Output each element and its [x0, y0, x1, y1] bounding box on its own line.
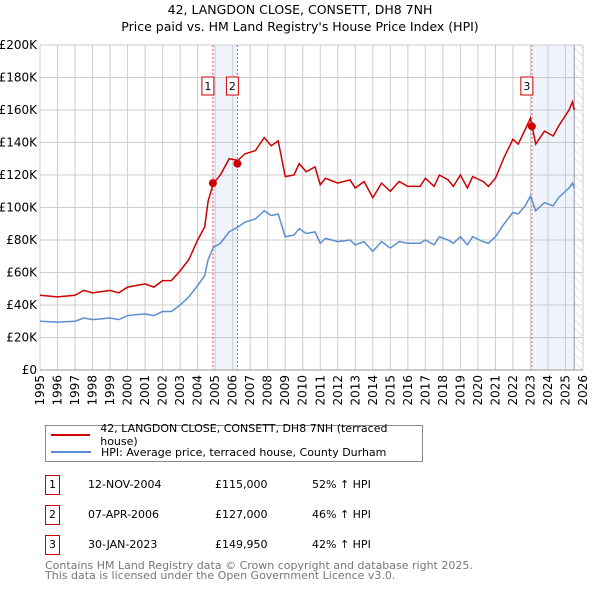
x-tick-label: 2016: [401, 375, 415, 406]
x-tick-label: 2000: [121, 375, 135, 406]
legend: 42, LANGDON CLOSE, CONSETT, DH8 7NH (ter…: [45, 422, 423, 462]
x-tick-label: 1997: [68, 375, 82, 406]
x-tick-label: 2008: [261, 375, 275, 406]
y-tick-label: £60K: [6, 266, 38, 280]
sale-row: 1 12-NOV-2004 £115,000 52% ↑ HPI: [45, 475, 465, 495]
y-tick-label: £40K: [6, 298, 38, 312]
x-tick-label: 1998: [86, 375, 100, 406]
sale-point: [208, 179, 217, 188]
x-tick-label: 2024: [541, 375, 555, 406]
y-tick-label: £180K: [0, 71, 38, 85]
sale-date: 30-JAN-2023: [88, 538, 158, 551]
x-tick-label: 2019: [453, 375, 467, 406]
x-tick-label: 2002: [156, 375, 170, 406]
x-tick-label: 2004: [191, 375, 205, 406]
x-tick-label: 2007: [243, 375, 257, 406]
sale-point: [233, 159, 242, 168]
x-tick-label: 2015: [383, 375, 397, 406]
x-tick-label: 2005: [208, 375, 222, 406]
legend-item-property: 42, LANGDON CLOSE, CONSETT, DH8 7NH (ter…: [51, 422, 422, 448]
legend-label: HPI: Average price, terraced house, Coun…: [101, 445, 387, 459]
sale-hpi-change: 52% ↑ HPI: [312, 478, 371, 491]
y-tick-label: £100K: [0, 201, 38, 215]
x-tick-label: 1995: [33, 375, 47, 406]
x-tick-label: 2020: [471, 375, 485, 406]
legend-label: 42, LANGDON CLOSE, CONSETT, DH8 7NH (ter…: [100, 422, 388, 448]
y-tick-label: £160K: [0, 103, 38, 117]
legend-swatch-red: [51, 434, 91, 436]
x-tick-label: 2022: [506, 375, 520, 406]
x-tick-label: 2010: [296, 375, 310, 406]
sale-marker-box: [520, 76, 534, 96]
x-tick-label: 2021: [488, 375, 502, 406]
x-tick-label: 2026: [576, 375, 590, 406]
sale-date: 12-NOV-2004: [88, 478, 162, 491]
sale-row: 2 07-APR-2006 £127,000 46% ↑ HPI: [45, 505, 465, 525]
sale-row: 3 30-JAN-2023 £149,950 42% ↑ HPI: [45, 535, 465, 555]
x-tick-label: 2025: [558, 375, 572, 406]
x-tick-label: 2006: [226, 375, 240, 406]
x-tick-label: 2011: [313, 375, 327, 406]
sale-marker-box: [201, 76, 215, 96]
sale-marker-number: 1: [204, 80, 211, 93]
legend-swatch-blue: [51, 451, 91, 453]
y-tick-label: £200K: [0, 38, 38, 52]
chart-title: 42, LANGDON CLOSE, CONSETT, DH8 7NH: [167, 2, 433, 17]
legend-item-hpi: HPI: Average price, terraced house, Coun…: [51, 444, 386, 460]
sale-hpi-change: 46% ↑ HPI: [312, 508, 371, 521]
x-tick-label: 2009: [278, 375, 292, 406]
sale-marker-box: [225, 76, 239, 96]
x-tick-label: 2023: [523, 375, 537, 406]
x-tick-label: 2018: [436, 375, 450, 406]
sale-price: £115,000: [215, 478, 268, 491]
x-tick-label: 2017: [418, 375, 432, 406]
footer-line: This data is licensed under the Open Gov…: [45, 569, 396, 582]
sale-number-badge: 2: [45, 505, 60, 525]
x-tick-label: 2003: [173, 375, 187, 406]
chart-subtitle: Price paid vs. HM Land Registry's House …: [121, 19, 479, 34]
sale-hpi-change: 42% ↑ HPI: [312, 538, 371, 551]
sale-marker-number: 2: [229, 80, 236, 93]
y-tick-label: £0: [22, 363, 37, 377]
y-tick-label: £20K: [6, 331, 38, 345]
sale-number-badge: 1: [45, 475, 60, 495]
x-tick-label: 2012: [331, 375, 345, 406]
property-price-line: [39, 99, 575, 298]
x-tick-label: 1996: [51, 375, 65, 406]
x-tick-label: 2014: [366, 375, 380, 406]
sale-price: £149,950: [215, 538, 268, 551]
sale-price: £127,000: [215, 508, 268, 521]
x-tick-label: 2013: [348, 375, 362, 406]
hpi-line: [39, 181, 575, 323]
sale-number-badge: 3: [45, 535, 60, 555]
x-tick-label: 1999: [103, 375, 117, 406]
plot-area: £0 £20K £40K £60K £80K £100K £120K £140K £160K £1…: [0, 38, 590, 406]
footer-line: Contains HM Land Registry data © Crown c…: [45, 559, 473, 572]
x-tick-label: 2001: [138, 375, 152, 406]
y-tick-label: £120K: [0, 168, 38, 182]
sale-point: [527, 122, 536, 131]
sale-date: 07-APR-2006: [88, 508, 160, 521]
y-tick-label: £80K: [6, 233, 38, 247]
sale-marker-number: 3: [523, 80, 530, 93]
y-tick-label: £140K: [0, 136, 38, 150]
